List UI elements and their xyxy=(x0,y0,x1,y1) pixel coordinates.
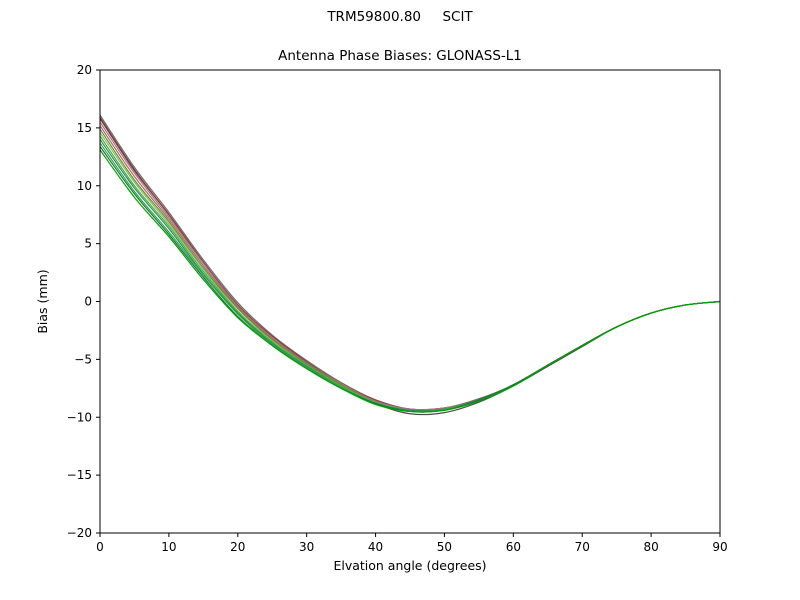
y-tick-label: −20 xyxy=(67,526,92,540)
x-tick-label: 50 xyxy=(437,540,452,554)
y-tick-label: −10 xyxy=(67,410,92,424)
plot-area: 0 10 20 30 40 50 60 70 80 90 −20 −15 −10 −5 0 5 10 15 20 xyxy=(67,63,728,554)
series-line-12 xyxy=(99,149,721,413)
plot-frame xyxy=(99,69,721,534)
y-axis-label: Bias (mm) xyxy=(35,269,50,333)
series-line-4 xyxy=(99,121,721,411)
series-line-5 xyxy=(99,125,721,411)
x-tick-label: 90 xyxy=(712,540,727,554)
y-tick-label: 10 xyxy=(77,179,92,193)
y-tick-label: 0 xyxy=(84,295,92,309)
series-line-10 xyxy=(99,142,721,413)
y-tick-label: 5 xyxy=(84,237,92,251)
y-tick-label: −15 xyxy=(67,468,92,482)
x-tick-label: 70 xyxy=(575,540,590,554)
x-tick-label: 0 xyxy=(96,540,104,554)
x-tick-label: 10 xyxy=(161,540,176,554)
y-tick-label: 15 xyxy=(77,121,92,135)
series-line-9 xyxy=(99,139,721,412)
y-tick-label: −5 xyxy=(74,352,92,366)
x-tick-label: 40 xyxy=(368,540,383,554)
x-tick-label: 20 xyxy=(230,540,245,554)
series-line-11 xyxy=(99,146,721,413)
axes-title: Antenna Phase Biases: GLONASS-L1 xyxy=(278,48,522,64)
series-line-6 xyxy=(99,128,721,412)
figure-title: TRM59800.80 SCIT xyxy=(327,9,473,25)
x-axis-label: Elvation angle (degrees) xyxy=(333,558,486,573)
series-line-7 xyxy=(99,132,721,412)
x-tick-label: 30 xyxy=(299,540,314,554)
series-line-8 xyxy=(99,135,721,412)
y-tick-label: 20 xyxy=(77,63,92,77)
x-tick-label: 60 xyxy=(506,540,521,554)
x-tick-label: 80 xyxy=(643,540,658,554)
